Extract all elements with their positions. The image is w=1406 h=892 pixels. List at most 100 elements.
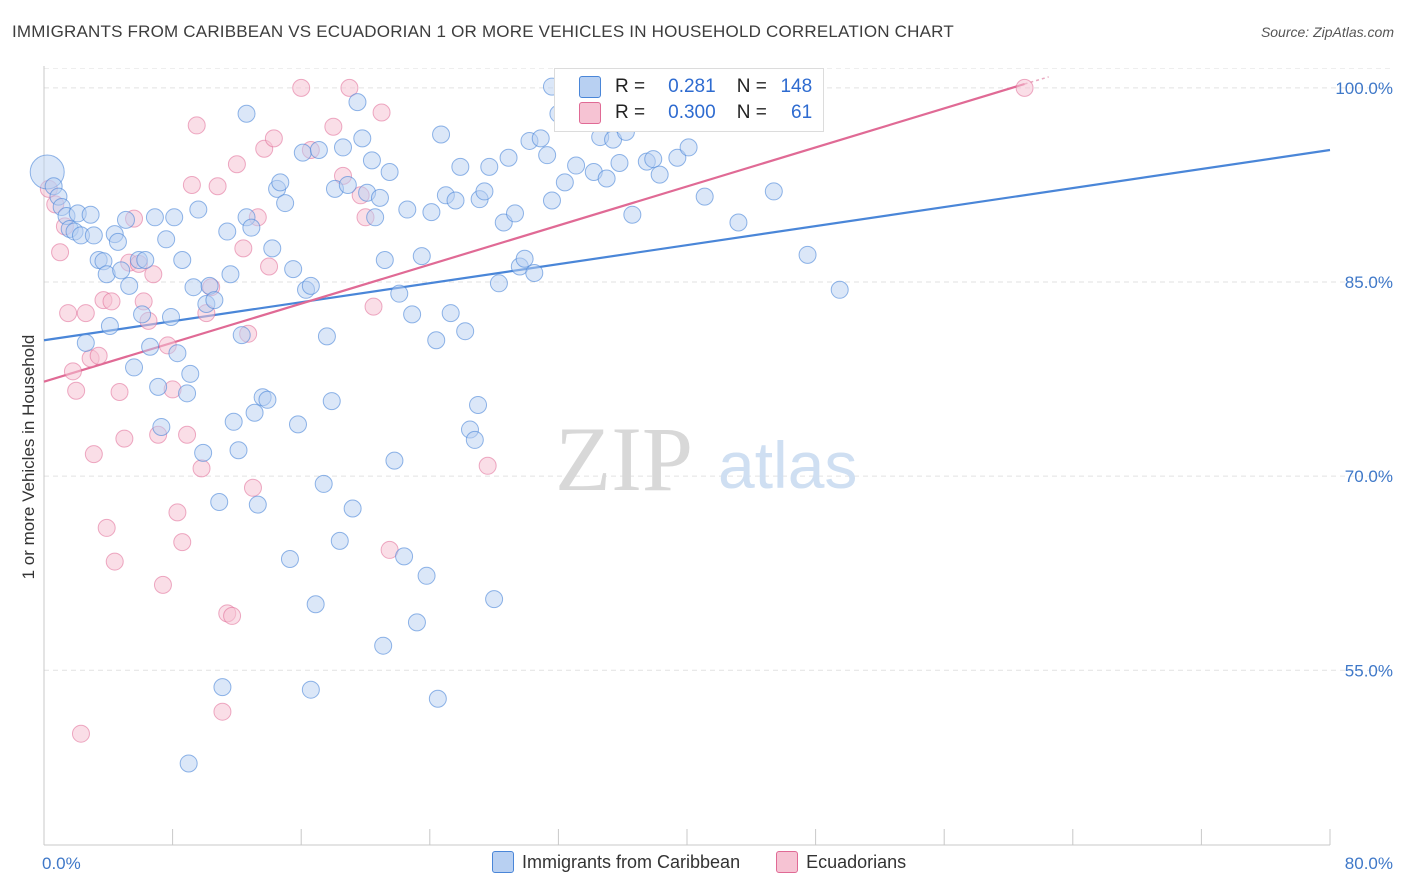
data-point-caribbean: [679, 138, 698, 157]
data-point-caribbean: [469, 395, 488, 414]
data-point-ecuadorians: [260, 257, 279, 276]
watermark: ZIP atlas: [555, 408, 857, 510]
data-point-caribbean: [441, 304, 460, 323]
data-point-caribbean: [306, 595, 325, 614]
y-tick-label: 55.0%: [1345, 661, 1393, 680]
data-point-caribbean: [515, 249, 534, 268]
data-point-caribbean: [116, 210, 135, 229]
legend-item-ecuadorians: Ecuadorians: [776, 851, 906, 873]
data-point-caribbean: [161, 307, 180, 326]
data-point-ecuadorians: [105, 552, 124, 571]
stats-box: R = 0.281 N = 148 R = 0.300 N = 61: [554, 68, 824, 132]
data-point-ecuadorians: [324, 117, 343, 136]
data-point-caribbean: [293, 143, 312, 162]
data-point-caribbean: [248, 495, 267, 514]
data-point-caribbean: [542, 191, 561, 210]
data-point-ecuadorians: [71, 724, 90, 743]
data-point-caribbean: [465, 430, 484, 449]
tick-labels: 55.0% 70.0% 85.0% 100.0% 0.0% 80.0%: [42, 79, 1393, 873]
y-tick-label: 85.0%: [1345, 273, 1393, 292]
data-point-caribbean: [597, 169, 616, 188]
data-point-caribbean: [258, 390, 277, 409]
data-point-ecuadorians: [208, 177, 227, 196]
data-point-caribbean: [374, 636, 393, 655]
data-point-caribbean: [284, 260, 303, 279]
data-point-ecuadorians: [340, 78, 359, 97]
data-point-caribbean: [149, 377, 168, 396]
data-point-caribbean: [179, 754, 198, 773]
data-point-caribbean: [263, 239, 282, 258]
data-point-caribbean: [375, 251, 394, 270]
legend-swatch-pink: [776, 851, 799, 873]
data-point-ecuadorians: [144, 265, 163, 284]
data-point-caribbean: [422, 203, 441, 222]
data-point-caribbean: [451, 157, 470, 176]
data-point-ecuadorians: [227, 155, 246, 174]
stats-n-label: N =: [736, 102, 767, 123]
y-axis-label: 1 or more Vehicles in Household: [19, 335, 38, 580]
data-point-caribbean: [145, 208, 164, 227]
data-point-caribbean: [456, 322, 475, 341]
watermark-atlas: atlas: [718, 428, 857, 502]
stats-swatch-blue: [579, 76, 601, 98]
data-point-caribbean: [301, 276, 320, 295]
data-point-caribbean: [499, 148, 518, 167]
data-point-caribbean: [242, 218, 261, 237]
data-point-caribbean: [173, 251, 192, 270]
series-caribbean: [29, 75, 849, 773]
data-point-caribbean: [205, 291, 224, 310]
data-point-caribbean: [475, 182, 494, 201]
grid-lines: [44, 67, 1392, 671]
data-point-caribbean: [343, 499, 362, 518]
data-point-ecuadorians: [187, 116, 206, 135]
data-point-caribbean: [338, 175, 357, 194]
stats-swatch-pink: [579, 102, 601, 124]
data-point-caribbean: [232, 326, 251, 345]
data-point-caribbean: [181, 364, 200, 383]
data-point-caribbean: [309, 141, 328, 160]
data-point-caribbean: [288, 415, 307, 434]
data-point-caribbean: [333, 138, 352, 157]
data-point-ecuadorians: [1015, 78, 1034, 97]
data-point-caribbean: [112, 261, 131, 280]
data-point-caribbean: [224, 412, 243, 431]
data-point-caribbean: [412, 247, 431, 266]
stats-r-label: R =: [615, 76, 646, 97]
trend-line-ecuadorians: [43, 82, 1025, 383]
data-point-caribbean: [141, 337, 160, 356]
data-point-caribbean: [650, 165, 669, 184]
data-point-caribbean: [120, 276, 139, 295]
legend: Immigrants from Caribbean Ecuadorians: [492, 851, 932, 873]
data-point-ecuadorians: [168, 503, 187, 522]
watermark-zip: ZIP: [555, 408, 693, 510]
data-point-ecuadorians: [234, 239, 253, 258]
series-ecuadorians: [39, 78, 1034, 743]
data-point-caribbean: [531, 129, 550, 148]
data-point-caribbean: [623, 205, 642, 224]
data-point-caribbean: [407, 613, 426, 632]
data-point-ecuadorians: [173, 533, 192, 552]
data-point-caribbean: [245, 403, 264, 422]
data-point-caribbean: [178, 384, 197, 403]
data-point-ecuadorians: [213, 702, 232, 721]
data-point-ecuadorians: [182, 175, 201, 194]
data-point-caribbean: [322, 392, 341, 411]
data-point-caribbean: [489, 274, 508, 293]
data-point-caribbean: [184, 278, 203, 297]
data-point-caribbean: [237, 104, 256, 123]
data-point-caribbean: [370, 188, 389, 207]
data-point-caribbean: [385, 451, 404, 470]
data-point-caribbean: [168, 344, 187, 363]
data-point-caribbean: [125, 358, 144, 377]
data-point-ecuadorians: [178, 425, 197, 444]
data-point-ecuadorians: [223, 606, 242, 625]
source-label: Source: ZipAtlas.com: [1260, 24, 1394, 40]
data-point-caribbean: [157, 230, 176, 249]
data-point-caribbean: [729, 213, 748, 232]
data-point-ecuadorians: [63, 362, 82, 381]
data-point-caribbean: [314, 474, 333, 493]
data-point-ecuadorians: [478, 456, 497, 475]
data-point-caribbean: [330, 531, 349, 550]
data-point-ecuadorians: [76, 304, 95, 323]
